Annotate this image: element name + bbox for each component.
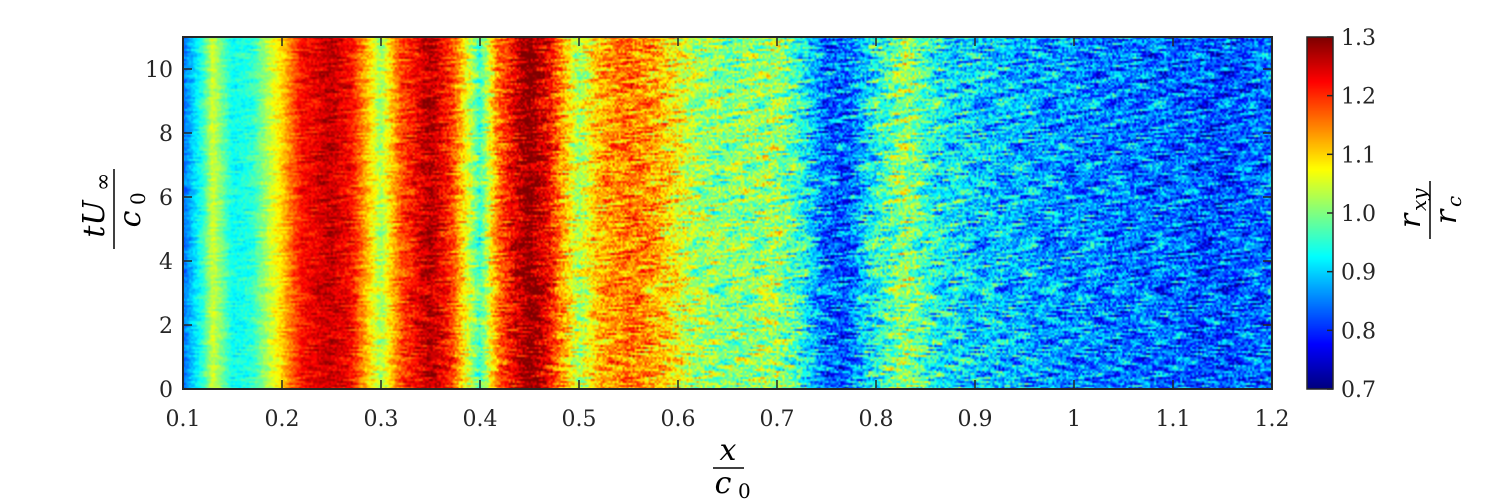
colorbar: 0.7 0.8 0.9 1.0 1.1 1.2 1.3 [1306,26,1376,403]
colorbar-label-denominator-sub: c [1442,196,1466,207]
x-axis-label: x c 0 [713,433,751,500]
x-tick-label: 0.9 [958,407,993,432]
x-axis-label-denominator-sub: 0 [738,479,751,500]
y-axis-label-numerator: tU [77,199,112,238]
y-tick-label: 6 [159,186,173,211]
y-tick-label: 0 [159,378,173,403]
plot-frame [182,36,1273,390]
y-tick-label: 2 [159,314,173,339]
x-tick-label: 1 [1067,407,1081,432]
x-axis-label-denominator: c [715,466,732,500]
colorbar-tick-label: 0.8 [1341,319,1376,344]
colorbar-tick-label: 1.3 [1341,26,1376,51]
x-tick-label: 1.2 [1255,407,1290,432]
colorbar-tick-label: 0.7 [1341,378,1376,403]
colorbar-tick-label: 0.9 [1341,261,1376,286]
y-tick-label: 4 [159,250,173,275]
x-tick-label: 0.5 [562,407,597,432]
y-axis-label-denominator-sub: 0 [126,192,150,205]
colorbar-label-denominator: r [1429,208,1464,224]
heatmap-plot-area [183,37,1272,389]
x-axis-label-numerator: x [720,433,737,468]
colorbar-ticks: 0.7 0.8 0.9 1.0 1.1 1.2 1.3 [1327,26,1376,403]
x-tick-label: 0.7 [760,407,795,432]
y-axis-label: tU ∞ c 0 [77,169,150,249]
y-axis-ticks: 0 2 4 6 8 10 [145,58,1272,403]
x-tick-label: 0.3 [364,407,399,432]
colorbar-tick-label: 1.0 [1341,202,1376,227]
x-tick-label: 0.8 [859,407,894,432]
y-tick-label: 8 [159,122,173,147]
colorbar-tick-label: 1.2 [1341,85,1376,110]
colorbar-label-numerator-sub: xy [1407,188,1431,211]
colorbar-label: r xy r c [1393,181,1466,239]
x-tick-label: 0.6 [661,407,696,432]
x-tick-label: 1.1 [1156,407,1191,432]
x-tick-label: 0.4 [463,407,498,432]
y-axis-label-numerator-sub: ∞ [91,173,116,191]
y-axis-label-denominator: c [113,210,148,227]
heatmap-image [183,37,1272,389]
x-tick-label: 0.2 [265,407,300,432]
x-tick-label: 0.1 [166,407,201,432]
y-tick-label: 10 [145,58,173,83]
colorbar-label-numerator: r [1393,212,1428,228]
x-axis-ticks: 0.1 0.2 0.3 0.4 0.5 0.6 0.7 0.8 0.9 1 1.1 1.2 [166,37,1290,432]
colorbar-tick-label: 1.1 [1341,143,1376,168]
